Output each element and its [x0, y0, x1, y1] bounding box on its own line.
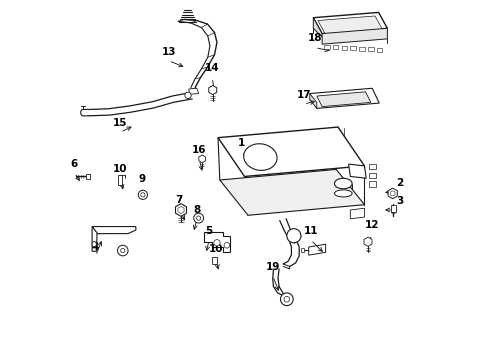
Bar	[332, 45, 338, 49]
Bar	[341, 46, 346, 50]
Text: 1: 1	[237, 138, 244, 148]
Polygon shape	[316, 92, 370, 107]
Bar	[358, 47, 364, 51]
Ellipse shape	[213, 240, 220, 246]
Bar	[300, 248, 304, 252]
Text: 2: 2	[395, 178, 403, 188]
Ellipse shape	[121, 248, 124, 253]
Ellipse shape	[284, 296, 289, 302]
Text: 7: 7	[175, 195, 183, 205]
Polygon shape	[203, 232, 230, 252]
Text: 4: 4	[92, 242, 99, 252]
Bar	[211, 257, 217, 264]
Text: 9: 9	[138, 174, 145, 184]
Bar	[367, 47, 373, 51]
Text: 3: 3	[395, 196, 403, 206]
Text: 10: 10	[113, 164, 127, 174]
Ellipse shape	[138, 190, 147, 199]
Polygon shape	[92, 226, 136, 234]
Ellipse shape	[389, 191, 394, 196]
Polygon shape	[322, 28, 386, 44]
Polygon shape	[349, 208, 364, 219]
Polygon shape	[309, 88, 379, 108]
Text: 18: 18	[307, 33, 322, 44]
Ellipse shape	[334, 178, 351, 189]
Text: 19: 19	[265, 262, 279, 272]
Text: 15: 15	[113, 118, 127, 128]
Polygon shape	[308, 244, 325, 255]
Bar	[118, 175, 122, 185]
Ellipse shape	[224, 242, 229, 248]
Text: 6: 6	[71, 159, 78, 169]
Bar	[376, 48, 382, 52]
Ellipse shape	[117, 245, 128, 256]
Bar	[390, 205, 395, 212]
Ellipse shape	[193, 213, 203, 223]
Text: 14: 14	[204, 63, 219, 73]
Polygon shape	[188, 88, 198, 94]
Ellipse shape	[141, 193, 145, 197]
Text: 13: 13	[161, 46, 176, 57]
Polygon shape	[348, 164, 366, 178]
Text: 10: 10	[208, 244, 223, 254]
Polygon shape	[309, 94, 316, 108]
Text: 8: 8	[193, 204, 200, 215]
Bar	[368, 172, 375, 178]
Ellipse shape	[92, 242, 96, 247]
Polygon shape	[313, 12, 386, 33]
Polygon shape	[218, 127, 364, 176]
Ellipse shape	[243, 144, 277, 170]
Polygon shape	[317, 16, 382, 35]
Text: 16: 16	[192, 145, 206, 155]
Bar	[368, 181, 375, 187]
Polygon shape	[219, 170, 364, 215]
Text: 12: 12	[364, 220, 379, 230]
Ellipse shape	[280, 293, 293, 306]
Ellipse shape	[286, 229, 300, 243]
Text: 17: 17	[296, 90, 310, 100]
Ellipse shape	[196, 216, 201, 220]
Bar	[86, 174, 90, 179]
Polygon shape	[313, 18, 322, 37]
Ellipse shape	[334, 190, 351, 197]
Bar	[323, 45, 329, 49]
Bar	[349, 46, 355, 50]
Text: 11: 11	[303, 226, 317, 236]
Polygon shape	[92, 226, 97, 251]
Bar	[368, 164, 375, 170]
Text: 5: 5	[205, 226, 212, 236]
Ellipse shape	[184, 92, 191, 99]
